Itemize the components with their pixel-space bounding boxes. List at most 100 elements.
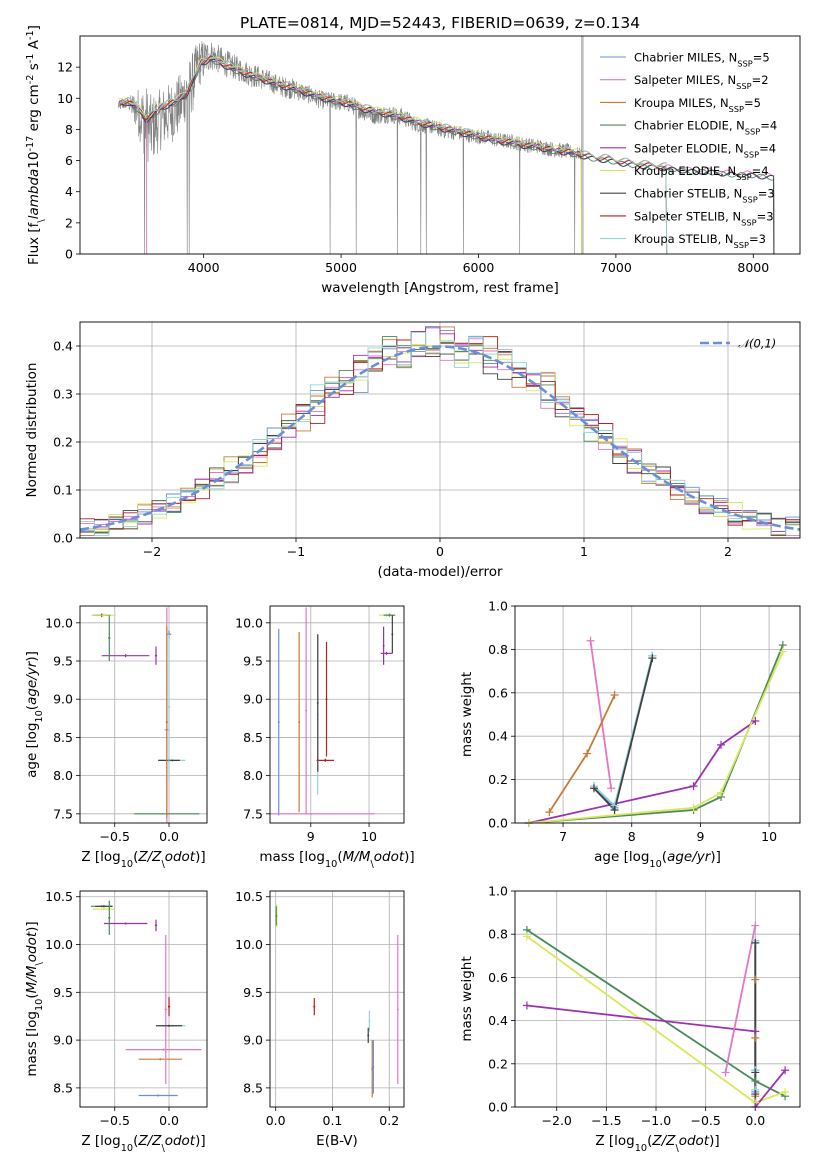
- label-part: )]: [709, 1133, 720, 1149]
- observed-spectrum: [118, 41, 582, 254]
- label-math: Z/Z: [651, 1133, 676, 1149]
- y-tick-label: 10.0: [235, 615, 263, 630]
- label-part: Kroupa MILES, N: [634, 96, 729, 110]
- label-script: \: [675, 1143, 679, 1154]
- x-tick-label: −1: [287, 544, 305, 559]
- y-tick-label: 0.4: [53, 339, 73, 354]
- data-point: [108, 916, 111, 919]
- data-point: [154, 924, 157, 927]
- label-part: (: [647, 1133, 652, 1149]
- label-part: Chabrier STELIB, N: [634, 187, 742, 201]
- x-tick-label: 0.0: [745, 1113, 765, 1128]
- label-part: mass weight: [459, 672, 475, 757]
- y-tick-label: 0.0: [53, 531, 73, 546]
- label-part: s: [26, 63, 42, 74]
- weight-marker: [721, 1068, 730, 1077]
- label-part: (: [24, 705, 40, 710]
- y-tick-label: 0.2: [53, 435, 73, 450]
- y-tick-label: 9.5: [53, 985, 73, 1000]
- x-tick-label: −2: [143, 544, 161, 559]
- weight-marker: [717, 740, 726, 749]
- x-tick-label: 9: [696, 829, 704, 844]
- y-axis-label: mass weight: [459, 672, 475, 757]
- axes-frame: [514, 890, 801, 1108]
- label-math: M/M: [24, 965, 40, 993]
- weight-marker: [545, 808, 554, 817]
- plot-area: [275, 904, 399, 1098]
- data-point: [313, 1005, 316, 1008]
- label-part: )]: [24, 921, 40, 932]
- data-point: [168, 705, 171, 708]
- data-point: [275, 914, 278, 917]
- y-tick-label: 9.0: [243, 692, 263, 707]
- data-point: [102, 614, 105, 617]
- label-math: Z/Z: [137, 1133, 162, 1149]
- y-tick-label: 9.5: [243, 985, 263, 1000]
- data-point: [162, 1048, 165, 1051]
- y-tick-label: 8.5: [53, 1080, 73, 1095]
- label-part: Kroupa ELODIE, N: [634, 164, 736, 178]
- label-part: =4: [759, 141, 776, 155]
- label-math: odot: [374, 849, 405, 865]
- y-tick-label: 8.5: [53, 730, 73, 745]
- weight-marker: [607, 784, 616, 793]
- weight-marker: [751, 1090, 760, 1099]
- x-axis-label: Z [log10(Z/Z\odot)]: [81, 1133, 205, 1154]
- data-point: [391, 633, 394, 636]
- data-point: [102, 908, 105, 911]
- y-tick-label: 2: [65, 215, 73, 230]
- x-axis-label: age [log10(age/yr)]: [594, 849, 721, 870]
- x-tick-label: 8000: [737, 260, 769, 275]
- y-tick-label: 8.5: [243, 1080, 263, 1095]
- x-tick-label: 10: [361, 829, 377, 844]
- weight-marker: [689, 782, 698, 791]
- y-tick-label: 0.3: [53, 387, 73, 402]
- plot-area: [118, 36, 775, 254]
- label-script: SSP: [742, 195, 757, 205]
- label-part: =4: [752, 164, 769, 178]
- label-part: =4: [760, 119, 777, 133]
- y-tick-label: 10.0: [45, 615, 73, 630]
- x-axis-label: mass [log10(M/M\odot)]: [259, 849, 414, 870]
- label-script: \: [34, 962, 45, 966]
- label-script: -17: [25, 136, 36, 152]
- weight-line: [589, 640, 612, 789]
- label-script: SSP: [734, 240, 749, 250]
- y-axis-label: Normed distribution: [24, 363, 40, 498]
- legend-label: Salpeter ELODIE, NSSP=4: [634, 141, 776, 159]
- weight-marker: [717, 788, 726, 797]
- label-script: 10: [325, 859, 337, 870]
- label-part: Salpeter ELODIE, N: [634, 141, 744, 155]
- weight-marker: [610, 690, 619, 699]
- y-tick-label: 10.0: [45, 937, 73, 952]
- label-part: Salpeter MILES, N: [634, 73, 736, 87]
- plot-area: [80, 325, 800, 537]
- label-part: Kroupa STELIB, N: [634, 232, 734, 246]
- weight-marker: [751, 1068, 760, 1077]
- y-axis-label: mass [log10(M/M\odot)]: [24, 921, 45, 1076]
- label-math: 𝒩(0,1): [738, 337, 776, 351]
- legend-label: 𝒩(0,1): [738, 337, 776, 351]
- y-tick-label: 10.5: [235, 889, 263, 904]
- data-point: [367, 1034, 370, 1037]
- label-part: =2: [752, 73, 769, 87]
- axes-frame: [79, 35, 801, 255]
- weight-marker: [586, 636, 595, 645]
- label-part: =5: [753, 51, 770, 65]
- y-tick-label: 0.2: [488, 1056, 508, 1071]
- label-part: Normed distribution: [24, 363, 40, 498]
- chart-mass-Z: −0.5 0.08.59.09.510.010.5Z [log10(Z/Z\odo…: [24, 889, 208, 1154]
- label-script: SSP: [736, 172, 751, 182]
- label-script: SSP: [729, 104, 744, 114]
- label-part: erg cm: [26, 84, 42, 135]
- x-tick-label: 1: [580, 544, 588, 559]
- y-tick-label: 0.8: [488, 642, 508, 657]
- axes-frame: [514, 605, 801, 824]
- x-tick-label: −0.5: [100, 1113, 130, 1128]
- legend-label: Chabrier STELIB, NSSP=3: [634, 187, 775, 205]
- label-math: odot: [165, 849, 196, 865]
- chart-mass-ebv: 0.0 0.1 0.2 8.5 9.0 9.5 10.0 10.5 E(B-V): [235, 889, 405, 1149]
- x-tick-label: 4000: [188, 260, 220, 275]
- label-script: SSP: [744, 149, 759, 159]
- label-script: \: [161, 859, 165, 870]
